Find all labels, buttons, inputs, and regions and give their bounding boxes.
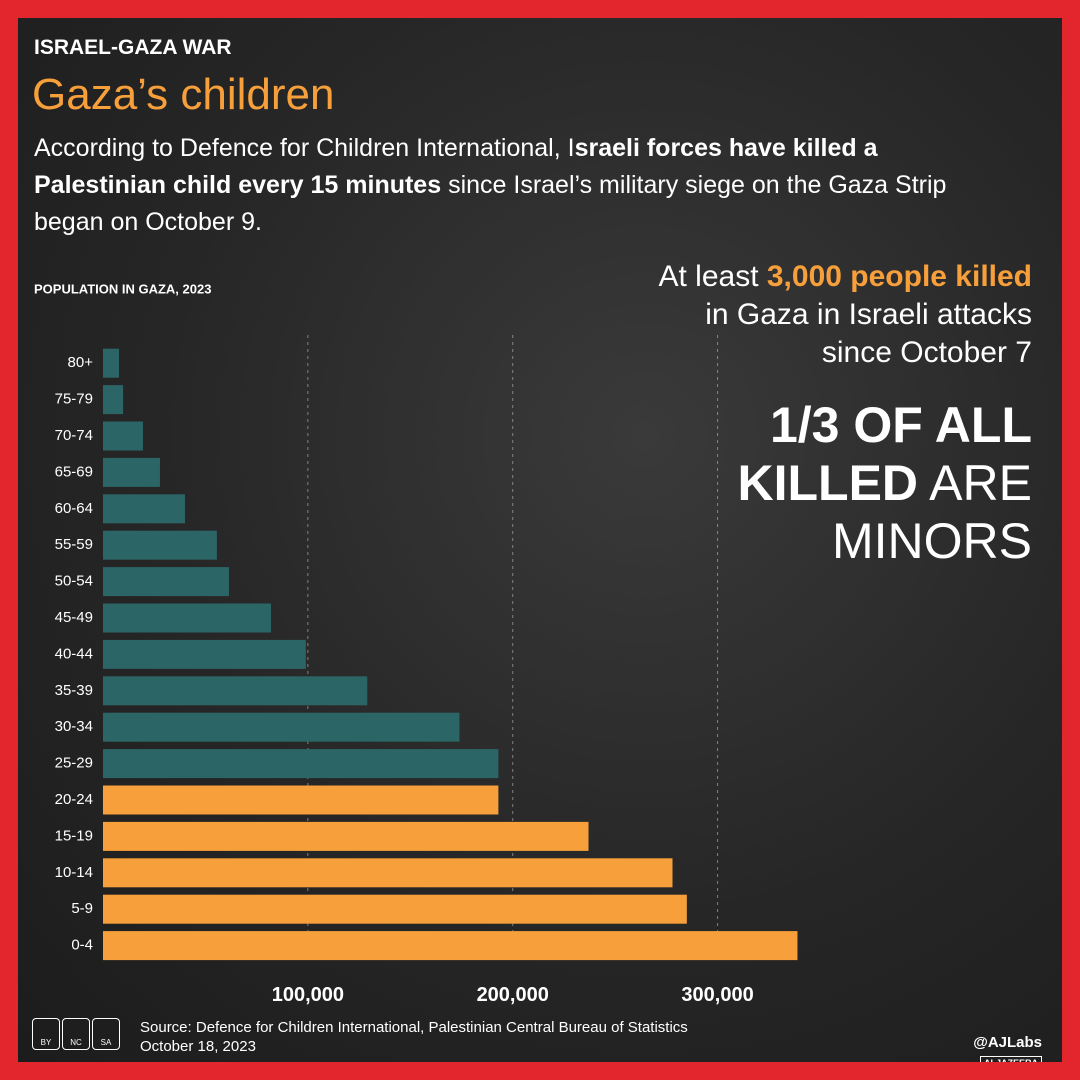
license-icon: NC [62,1018,90,1050]
kicker: ISRAEL-GAZA WAR [34,36,232,59]
subtitle-bold: sraeli forces have killed a Palestinian … [34,134,878,199]
y-tick-label: 15-19 [55,827,93,844]
y-tick-label: 60-64 [55,500,93,517]
bar [103,894,687,924]
bar [103,749,499,779]
bar [103,348,119,378]
annotation-text: since October 7 [821,336,1032,369]
annotation-text: At least [658,260,767,293]
bar [103,858,673,888]
y-tick-label: 45-49 [55,609,93,626]
chart: POPULATION IN GAZA, 2023 100,000 200,000 30… [34,281,798,1006]
y-tick-label: 0-4 [71,937,93,954]
bar [103,712,460,742]
subtitle: According to Defence for Children Intern… [34,130,954,241]
bar [103,530,217,560]
y-tick-label: 80+ [68,354,94,371]
callout-text: ARE [918,455,1032,511]
y-tick-label: 55-59 [55,536,93,553]
bar [103,567,229,597]
license-icon: SA [92,1018,120,1050]
y-tick-label: 5-9 [71,900,93,917]
x-tick-label: 200,000 [477,984,549,1006]
bar [103,421,143,451]
x-tick-label: 100,000 [272,984,344,1006]
y-tick-label: 70-74 [55,427,93,444]
annotation-highlight: 3,000 people killed [766,260,1032,293]
date: October 18, 2023 [140,1038,256,1055]
y-tick-label: 40-44 [55,645,93,662]
bar [103,785,499,815]
source: Source: Defence for Children Internation… [140,1019,688,1036]
y-tick-label: 35-39 [55,682,93,699]
license-icons: BY NC SA [32,1018,120,1050]
annotation: At least 3,000 people killed in Gaza in I… [658,258,1032,372]
y-tick-label: 20-24 [55,791,93,808]
subtitle-text: According to Defence for Children Intern… [34,134,575,162]
y-tick-label: 10-14 [55,864,93,881]
credit: @AJLabs [973,1034,1042,1051]
bar [103,676,368,706]
y-tick-label: 25-29 [55,755,93,772]
y-tick-label: 75-79 [55,391,93,408]
x-tick-label: 300,000 [681,984,753,1006]
footer: Source: Defence for Children Internation… [140,1018,688,1056]
bar [103,821,589,851]
callout-text: KILLED [737,455,919,511]
bar [103,639,306,669]
callout: 1/3 OF ALL KILLED ARE MINORS [738,396,1033,570]
callout-text: MINORS [832,513,1032,569]
callout-text: 1/3 OF ALL [769,397,1032,453]
bar [103,931,798,961]
bar [103,457,160,487]
logo: ALJAZEERA [979,1056,1042,1062]
axis-title: POPULATION IN GAZA, 2023 [34,281,211,296]
annotation-text: in Gaza in Israeli attacks [705,298,1032,331]
license-icon: BY [32,1018,60,1050]
y-tick-label: 50-54 [55,573,93,590]
subtitle-text: since Israel’s military siege on the Gaz… [34,171,947,236]
y-tick-label: 65-69 [55,463,93,480]
y-tick-label: 30-34 [55,718,93,735]
bar [103,603,271,633]
bar [103,494,185,524]
title: Gaza’s children [32,70,335,119]
bar [103,385,124,415]
